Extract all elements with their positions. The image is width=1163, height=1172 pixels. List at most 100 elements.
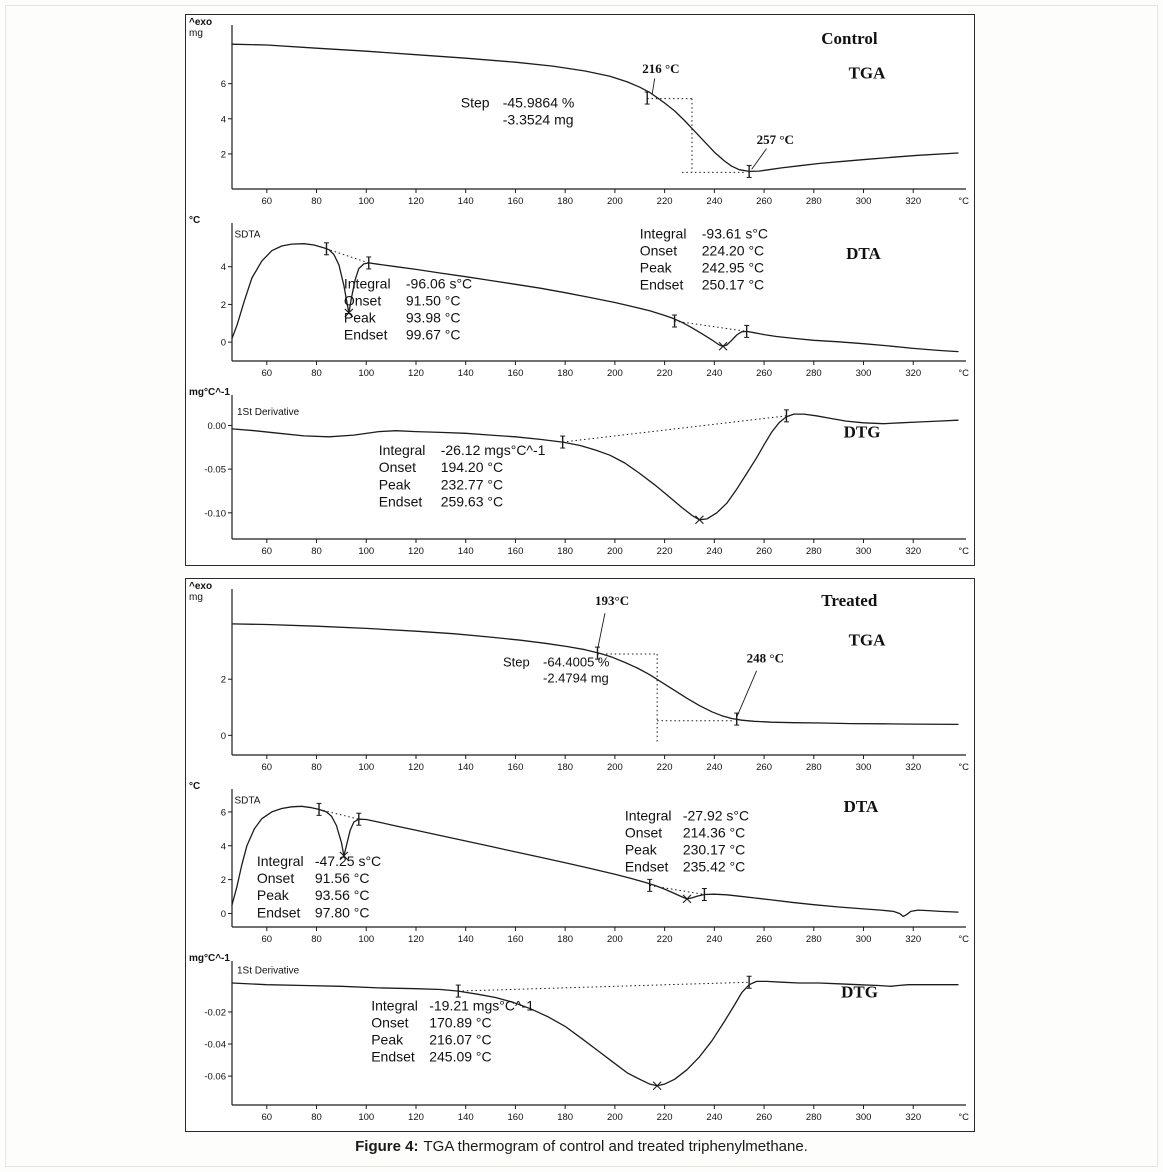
svg-text:230.17 °C: 230.17 °C xyxy=(683,842,745,858)
svg-text:180: 180 xyxy=(557,934,573,945)
svg-text:280: 280 xyxy=(806,368,822,379)
svg-text:80: 80 xyxy=(311,1112,322,1123)
svg-text:97.80 °C: 97.80 °C xyxy=(315,904,370,920)
svg-text:320: 320 xyxy=(905,1112,921,1123)
svg-text:240: 240 xyxy=(706,368,722,379)
svg-text:220: 220 xyxy=(657,934,673,945)
svg-text:91.56 °C: 91.56 °C xyxy=(315,870,370,886)
svg-text:-0.06: -0.06 xyxy=(204,1072,226,1083)
svg-text:6: 6 xyxy=(221,79,226,90)
svg-text:120: 120 xyxy=(408,762,424,773)
svg-text:220: 220 xyxy=(657,546,673,557)
svg-text:248 °C: 248 °C xyxy=(747,650,784,665)
svg-text:257 °C: 257 °C xyxy=(757,132,794,147)
svg-text:-93.61 s°C: -93.61 s°C xyxy=(702,225,768,241)
svg-text:-26.12 mgs°C^-1: -26.12 mgs°C^-1 xyxy=(441,442,546,458)
svg-text:240: 240 xyxy=(706,762,722,773)
svg-text:Onset: Onset xyxy=(344,292,381,308)
svg-text:Endset: Endset xyxy=(257,904,301,920)
svg-text:200: 200 xyxy=(607,546,623,557)
svg-text:^exo: ^exo xyxy=(189,581,212,592)
svg-text:4: 4 xyxy=(221,262,226,273)
svg-text:TGA: TGA xyxy=(849,631,887,650)
svg-text:280: 280 xyxy=(806,546,822,557)
svg-text:Step: Step xyxy=(503,655,530,670)
panel-control: 2 4 6 60 80 100 120 140 160 180 200 220 240 260 280 300… xyxy=(185,14,975,566)
svg-text:DTA: DTA xyxy=(844,797,879,816)
svg-text:200: 200 xyxy=(607,934,623,945)
svg-text:200: 200 xyxy=(607,196,623,207)
svg-text:180: 180 xyxy=(557,368,573,379)
svg-text:242.95 °C: 242.95 °C xyxy=(702,260,764,276)
svg-text:Endset: Endset xyxy=(640,277,684,293)
svg-text:100: 100 xyxy=(358,1112,374,1123)
svg-text:160: 160 xyxy=(508,368,524,379)
svg-text:2: 2 xyxy=(221,300,226,311)
svg-text:100: 100 xyxy=(358,196,374,207)
svg-text:260: 260 xyxy=(756,196,772,207)
svg-text:200: 200 xyxy=(607,368,623,379)
svg-text:°C: °C xyxy=(958,934,969,945)
svg-text:4: 4 xyxy=(221,841,226,852)
svg-text:°C: °C xyxy=(958,368,969,379)
svg-text:°C: °C xyxy=(958,546,969,557)
svg-text:60: 60 xyxy=(262,196,273,207)
svg-text:140: 140 xyxy=(458,368,474,379)
svg-text:Integral: Integral xyxy=(344,275,391,291)
svg-text:60: 60 xyxy=(262,934,273,945)
svg-text:240: 240 xyxy=(706,196,722,207)
svg-text:260: 260 xyxy=(756,546,772,557)
svg-text:2: 2 xyxy=(221,875,226,886)
svg-text:216 °C: 216 °C xyxy=(642,61,679,76)
svg-text:180: 180 xyxy=(557,1112,573,1123)
svg-text:280: 280 xyxy=(806,762,822,773)
svg-text:0: 0 xyxy=(221,338,226,349)
svg-text:140: 140 xyxy=(458,762,474,773)
svg-text:235.42 °C: 235.42 °C xyxy=(683,859,745,875)
svg-text:-45.9864 %: -45.9864 % xyxy=(503,94,575,110)
svg-text:1St Derivative: 1St Derivative xyxy=(237,407,300,418)
svg-text:300: 300 xyxy=(856,934,872,945)
svg-text:-19.21 mgs°C^-1: -19.21 mgs°C^-1 xyxy=(429,997,534,1013)
svg-text:100: 100 xyxy=(358,762,374,773)
svg-text:-3.3524 mg: -3.3524 mg xyxy=(503,111,574,127)
svg-text:Integral: Integral xyxy=(625,807,672,823)
svg-text:160: 160 xyxy=(508,1112,524,1123)
svg-text:260: 260 xyxy=(756,762,772,773)
svg-text:2: 2 xyxy=(221,675,226,686)
control-tga-chart: 2 4 6 60 80 100 120 140 160 180 200 220 240 260 280 300… xyxy=(189,17,969,207)
svg-text:Peak: Peak xyxy=(344,310,377,326)
svg-text:224.20 °C: 224.20 °C xyxy=(702,243,764,259)
svg-text:120: 120 xyxy=(408,1112,424,1123)
svg-text:320: 320 xyxy=(905,196,921,207)
svg-text:280: 280 xyxy=(806,1112,822,1123)
treated-dtg-chart: -0.02 -0.04 -0.06 60 80 100 120 140 160 180 200 220… xyxy=(189,953,969,1123)
control-dta-chart: 0 2 4 60 80 100 120 140 160 180 200 220 240 260 280 300… xyxy=(189,215,969,379)
svg-text:Onset: Onset xyxy=(371,1014,408,1030)
svg-text:300: 300 xyxy=(856,546,872,557)
svg-text:260: 260 xyxy=(756,934,772,945)
svg-text:140: 140 xyxy=(458,934,474,945)
svg-text:0.00: 0.00 xyxy=(208,421,227,432)
svg-text:320: 320 xyxy=(905,934,921,945)
svg-text:120: 120 xyxy=(408,196,424,207)
svg-text:-47.25 s°C: -47.25 s°C xyxy=(315,853,381,869)
svg-text:Integral: Integral xyxy=(257,853,304,869)
svg-text:Peak: Peak xyxy=(640,260,673,276)
svg-text:100: 100 xyxy=(358,368,374,379)
svg-text:240: 240 xyxy=(706,934,722,945)
svg-text:240: 240 xyxy=(706,1112,722,1123)
svg-text:Control: Control xyxy=(821,29,878,48)
svg-text:-2.4794 mg: -2.4794 mg xyxy=(543,670,609,685)
svg-text:216.07 °C: 216.07 °C xyxy=(429,1031,491,1047)
svg-text:80: 80 xyxy=(311,196,322,207)
figure-caption: Figure 4: TGA thermogram of control and t… xyxy=(0,1138,1163,1155)
svg-text:220: 220 xyxy=(657,368,673,379)
svg-text:200: 200 xyxy=(607,1112,623,1123)
svg-text:93.56 °C: 93.56 °C xyxy=(315,887,370,903)
svg-text:160: 160 xyxy=(508,546,524,557)
svg-text:220: 220 xyxy=(657,762,673,773)
control-dtg-chart: 0.00 -0.05 -0.10 60 80 100 120 140 160 180 200 220 2… xyxy=(189,387,969,557)
